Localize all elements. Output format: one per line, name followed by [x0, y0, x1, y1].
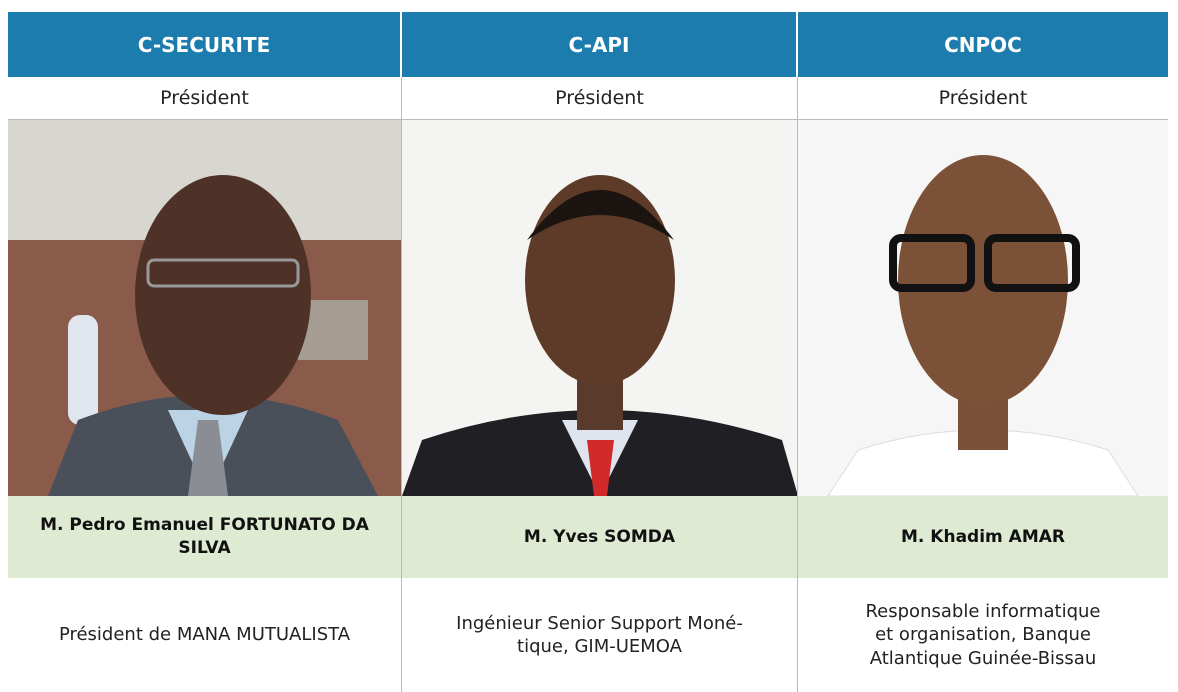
description-line: tique, GIM-UEMOA [517, 636, 682, 657]
description: Ingénieur Senior Support Moné- tique, GI… [402, 578, 798, 692]
header: CNPOC [798, 12, 1168, 77]
role: Président [402, 77, 798, 120]
portrait [402, 120, 797, 496]
photo [798, 120, 1168, 496]
description-line: Responsable informatique [865, 600, 1101, 622]
member-name: M. Yves SOMDA [402, 496, 798, 578]
portrait [798, 120, 1168, 496]
photo [8, 120, 402, 496]
description: Président de MANA MUTUALISTA [8, 578, 402, 692]
role: Président [798, 77, 1168, 120]
description-line: Ingénieur Senior Support Moné- [456, 612, 743, 634]
description: Responsable informatique et organisation… [798, 578, 1168, 692]
header: C-API [402, 12, 798, 77]
header: C-SECURITE [8, 12, 402, 77]
description-line: Président de MANA MUTUALISTA [58, 624, 351, 646]
role: Président [8, 77, 402, 120]
member-name: M. Khadim AMAR [798, 496, 1168, 578]
description-line: et organisation, Banque [875, 624, 1091, 646]
portrait [8, 120, 401, 496]
committee-table: C-SECURITE C-API CNPOC Président Préside… [8, 12, 1168, 692]
photo [402, 120, 798, 496]
description-line: Atlantique Guinée-Bissau [869, 647, 1097, 669]
member-name: M. Pedro Emanuel FORTUNATO DA SILVA [8, 496, 402, 578]
